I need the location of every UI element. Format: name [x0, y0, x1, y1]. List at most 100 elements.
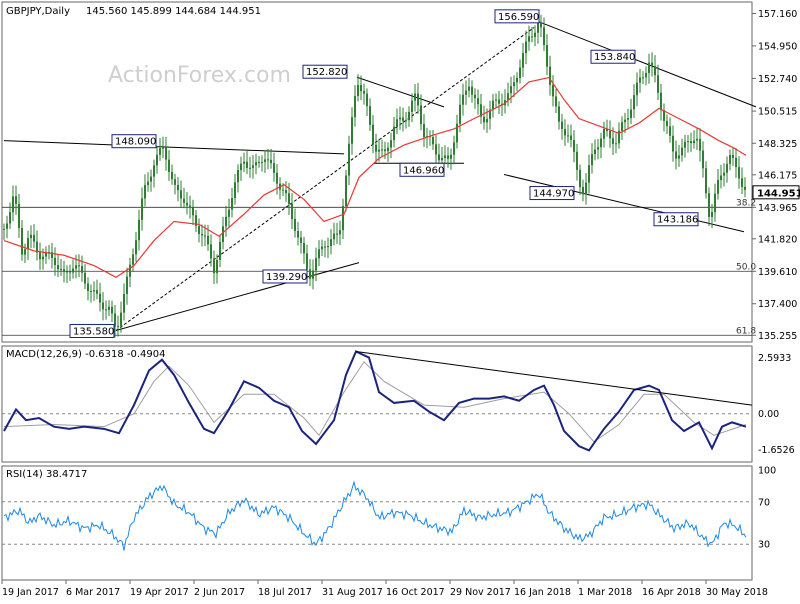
candle-body	[171, 171, 173, 180]
candle-body	[117, 325, 119, 327]
candle-body	[15, 196, 17, 204]
candle-body	[165, 147, 167, 160]
price-annotation-box	[399, 162, 445, 177]
candle-body	[672, 135, 674, 152]
candle-body	[150, 176, 152, 182]
price-tick-label: 146.175	[758, 170, 797, 181]
candle-body	[204, 235, 206, 237]
candle-body	[528, 36, 530, 42]
candle-body	[432, 137, 434, 145]
candle-body	[573, 139, 575, 152]
candle-body	[615, 143, 617, 145]
candle-body	[471, 86, 473, 95]
candle-body	[531, 36, 533, 38]
candle-body	[708, 193, 710, 217]
x-tick-label: 2 Jun 2017	[194, 587, 245, 598]
macd-tick-label: 0.00	[758, 409, 779, 420]
candle-body	[321, 246, 323, 250]
rsi-tick-label: 100	[758, 466, 776, 477]
candle-body	[621, 122, 623, 131]
candle-body	[540, 22, 542, 28]
candle-body	[84, 272, 86, 284]
candle-body	[510, 86, 512, 94]
candle-body	[114, 313, 116, 327]
candle-body	[384, 149, 386, 152]
candle-body	[408, 111, 410, 121]
candle-body	[126, 276, 128, 295]
candle-body	[309, 269, 311, 279]
rsi-tick-label: 70	[758, 497, 770, 508]
trendline	[3, 140, 345, 155]
candle-body	[12, 196, 14, 213]
candle-body	[210, 244, 212, 259]
candle-body	[93, 290, 95, 292]
candle-body	[576, 151, 578, 170]
candle-body	[363, 91, 365, 94]
candle-body	[264, 159, 266, 162]
price-annotation-box	[111, 134, 157, 149]
candle-body	[699, 138, 701, 151]
candle-body	[681, 147, 683, 156]
price-annotation-box	[262, 269, 308, 284]
candle-body	[483, 116, 485, 123]
candle-body	[435, 144, 437, 155]
candle-body	[609, 131, 611, 139]
candle-body	[558, 106, 560, 122]
candle-body	[3, 228, 5, 230]
macd-title: MACD(12,26,9) -0.6318 -0.4904	[6, 349, 166, 360]
price-tick-label: 141.820	[758, 234, 797, 245]
candle-body	[186, 202, 188, 206]
candle-body	[474, 94, 476, 99]
price-annotation-label: 148.090	[115, 137, 156, 148]
candle-body	[450, 154, 452, 159]
candle-body	[690, 141, 692, 144]
candle-body	[90, 291, 92, 293]
candle-body	[9, 212, 11, 224]
candle-body	[606, 128, 608, 132]
x-tick-label: 1 Mar 2018	[578, 587, 632, 598]
x-tick-label: 30 May 2018	[706, 587, 768, 598]
candle-body	[519, 67, 521, 79]
candle-body	[603, 128, 605, 139]
candle-body	[135, 240, 137, 255]
candle-body	[57, 265, 59, 270]
candle-body	[69, 271, 71, 273]
candle-body	[249, 167, 251, 169]
candle-body	[543, 27, 545, 46]
candle-body	[516, 78, 518, 83]
candle-body	[357, 85, 359, 96]
candle-body	[339, 230, 341, 235]
candle-body	[462, 94, 464, 105]
candle-body	[711, 212, 713, 217]
candle-body	[387, 147, 389, 152]
candle-body	[459, 104, 461, 124]
candle-body	[162, 147, 164, 149]
candle-body	[348, 143, 350, 176]
macd-trendline	[355, 351, 753, 406]
price-annotation-box	[494, 9, 540, 24]
price-annotation-label: 152.820	[306, 67, 347, 78]
candle-body	[732, 155, 734, 158]
price-tick-label: 137.400	[758, 299, 797, 310]
candle-body	[234, 182, 236, 199]
ohlc-readout: 145.560 145.899 144.684 144.951	[86, 6, 261, 17]
candle-body	[87, 283, 89, 292]
candle-body	[222, 226, 224, 242]
candle-body	[120, 312, 122, 326]
candle-body	[108, 306, 110, 310]
x-tick-label: 16 Oct 2017	[386, 587, 445, 598]
candle-body	[300, 237, 302, 243]
candle-body	[546, 45, 548, 67]
price-annotation-box	[590, 49, 636, 64]
fib-level-label: 50.0	[736, 262, 756, 272]
candle-body	[675, 151, 677, 159]
rsi-tick-label: 30	[758, 540, 770, 551]
candle-body	[549, 66, 551, 85]
price-annotation-box	[653, 212, 699, 227]
candle-body	[129, 264, 131, 277]
candle-body	[648, 62, 650, 74]
candle-body	[174, 179, 176, 185]
x-tick-label: 29 Nov 2017	[450, 587, 511, 598]
candle-body	[585, 182, 587, 195]
candle-body	[342, 205, 344, 231]
